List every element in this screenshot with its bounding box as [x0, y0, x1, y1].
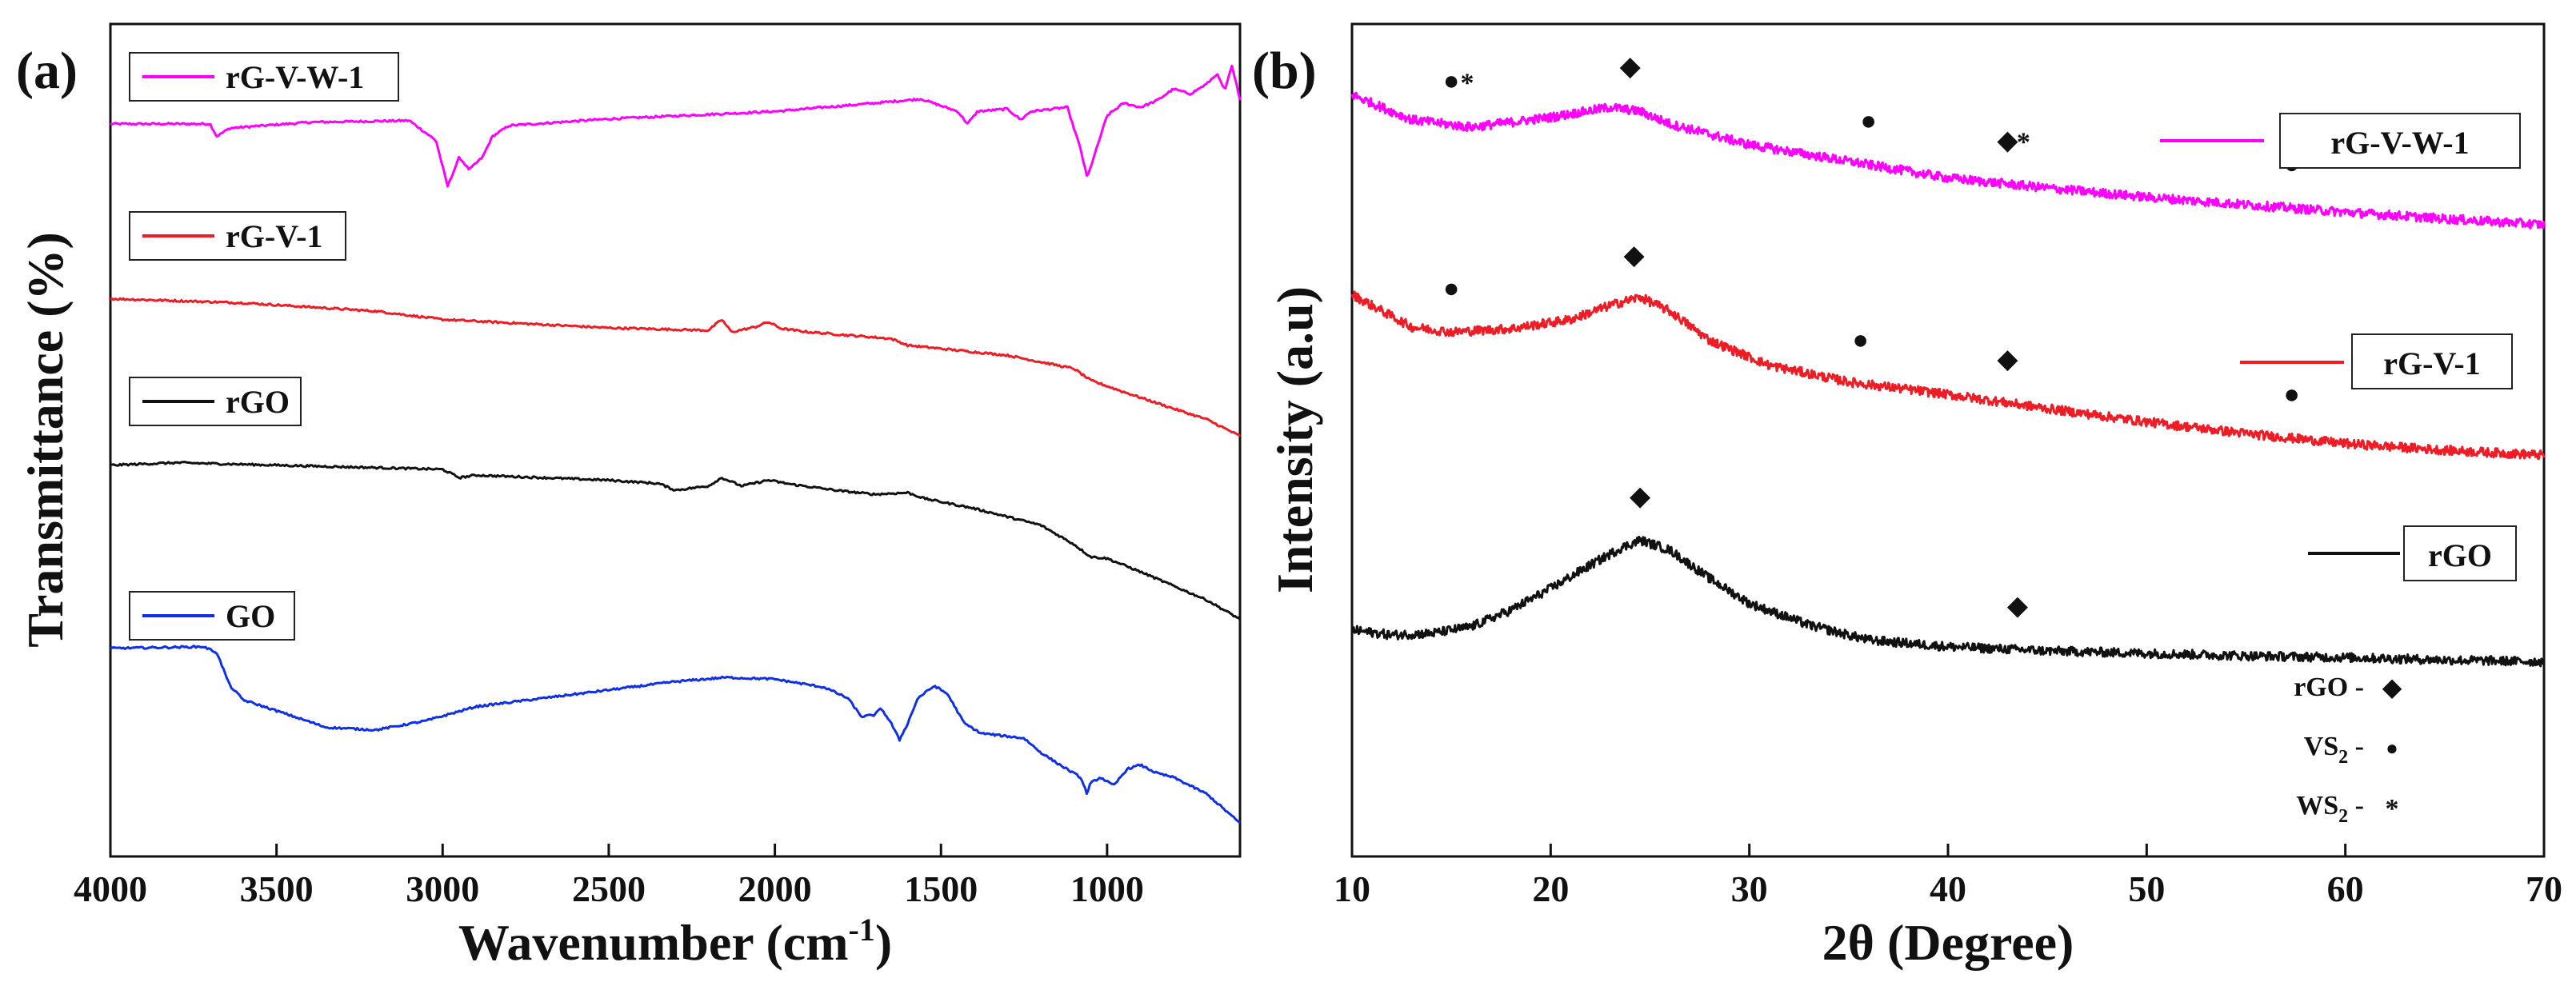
xtick-label-2000: 2000: [738, 868, 812, 909]
phase-marker-rg-v-1-1: ◆: [1624, 241, 1646, 270]
legend-b-rgvw1: rG-V-W-1: [2160, 113, 2521, 169]
legend-a-rgv1: rG-V-1: [129, 211, 346, 261]
legend-b-rgo-box: [2403, 525, 2517, 581]
xtick-label-1000: 1000: [1070, 868, 1144, 909]
plot-b-series: [1350, 91, 2546, 668]
phase-key-ws2-symbol: *: [2386, 794, 2399, 824]
legend-b-rgvw1-box: [2279, 113, 2521, 169]
plot-a-ylabel: Transmittance (%): [17, 232, 74, 648]
phase-key-rgo-symbol: ◆: [2382, 673, 2402, 701]
legend-a-go: GO: [129, 591, 295, 641]
plot-a-series: [110, 64, 1242, 824]
plot-a-frame: [109, 22, 1242, 858]
xtick-label-3000: 3000: [406, 868, 479, 909]
series-a-go: [110, 645, 1241, 824]
phase-marker-rgo-0: ◆: [1630, 482, 1651, 512]
plot-b-ylabel: Intensity (a.u): [1266, 286, 1323, 593]
panel-b-label: (b): [1252, 42, 1317, 100]
xtick-label-1500: 1500: [904, 868, 978, 909]
legend-b-rgo-label: rGO: [2428, 537, 2492, 573]
phase-marker-rg-v-1-0: ●: [1443, 273, 1460, 303]
xtick-label-60: 60: [2327, 868, 2364, 909]
legend-a-go-label: GO: [226, 598, 275, 634]
phase-key-ws2-label: WS2 -: [2296, 791, 2364, 827]
plot-b-phase-markers: ●*◆●◆*●●◆●◆●◆◆: [1443, 52, 2300, 621]
series-b-rgo: [1351, 535, 2546, 668]
xtick-label-70: 70: [2526, 868, 2562, 909]
xtick-label-20: 20: [1532, 868, 1569, 909]
series-a-rgo: [110, 461, 1242, 621]
phase-key-rgo-label: rGO -: [2294, 673, 2364, 702]
xtick-label-10: 10: [1334, 868, 1370, 909]
legend-a-rgvw1-label: rG-V-W-1: [226, 59, 364, 95]
xtick-label-2500: 2500: [572, 868, 646, 909]
series-b-rg-v-w-1: [1350, 91, 2546, 230]
legend-b-rgvw1-label: rG-V-W-1: [2330, 125, 2469, 161]
legend-b-rgv1: rG-V-1: [2240, 333, 2513, 389]
phase-marker-rg-v-w-1-5: *: [2017, 127, 2030, 157]
phase-key-vs2-label: VS2 -: [2304, 732, 2364, 768]
phase-marker-rg-v-w-1-4: ◆: [1997, 126, 2018, 155]
plot-b-xlabel: 2θ (Degree): [1822, 914, 2074, 971]
xtick-label-4000: 4000: [74, 868, 147, 909]
xtick-label-50: 50: [2128, 868, 2165, 909]
phase-marker-rg-v-1-2: ●: [1852, 325, 1869, 355]
plot-a-ticks: 4000 3500 3000 2500 2000 1500 1000: [74, 844, 1144, 909]
legend-b-rgo: rGO: [2308, 525, 2517, 581]
phase-marker-rg-v-w-1-2: ◆: [1620, 52, 1642, 82]
xtick-label-40: 40: [1930, 868, 1966, 909]
legend-a-rgo: rGO: [129, 377, 302, 426]
panel-a-label: (a): [16, 42, 78, 100]
phase-marker-rgo-1: ◆: [2007, 592, 2029, 621]
xtick-label-3500: 3500: [240, 868, 314, 909]
legend-b-rgv1-box: [2351, 333, 2513, 389]
series-a-rg-v-w-1: [110, 64, 1242, 188]
legend-a-rgvw1-box: [129, 52, 399, 102]
phase-marker-rg-v-w-1-3: ●: [1860, 106, 1877, 136]
phase-key: rGO - ◆ VS2 - ● WS2 - *: [2294, 673, 2402, 827]
series-b-rg-v-1: [1350, 290, 2546, 461]
legend-b-rgv1-label: rG-V-1: [2383, 345, 2480, 381]
phase-marker-rg-v-w-1-1: *: [1461, 69, 1474, 98]
phase-marker-rg-v-w-1-0: ●: [1443, 66, 1460, 96]
phase-marker-rg-v-1-4: ●: [2283, 380, 2300, 409]
plot-a-xlabel: Wavenumber (cm-1): [458, 912, 892, 971]
series-a-rg-v-1: [110, 297, 1242, 437]
legend-a-rgo-label: rGO: [226, 384, 290, 420]
xtick-label-30: 30: [1731, 868, 1768, 909]
phase-marker-rg-v-1-3: ◆: [1997, 345, 2018, 374]
legend-a-rgvw1: rG-V-W-1: [129, 52, 399, 102]
phase-key-vs2-symbol: ●: [2386, 737, 2398, 760]
plot-b-ticks: 10 20 30 40 50 60 70: [1334, 844, 2562, 909]
panel-a-ftir: (a) 4000 3500 3000 2500 2000 1500 1000 rG-V-W-…: [16, 22, 1242, 971]
legend-a-rgv1-label: rG-V-1: [226, 218, 322, 254]
